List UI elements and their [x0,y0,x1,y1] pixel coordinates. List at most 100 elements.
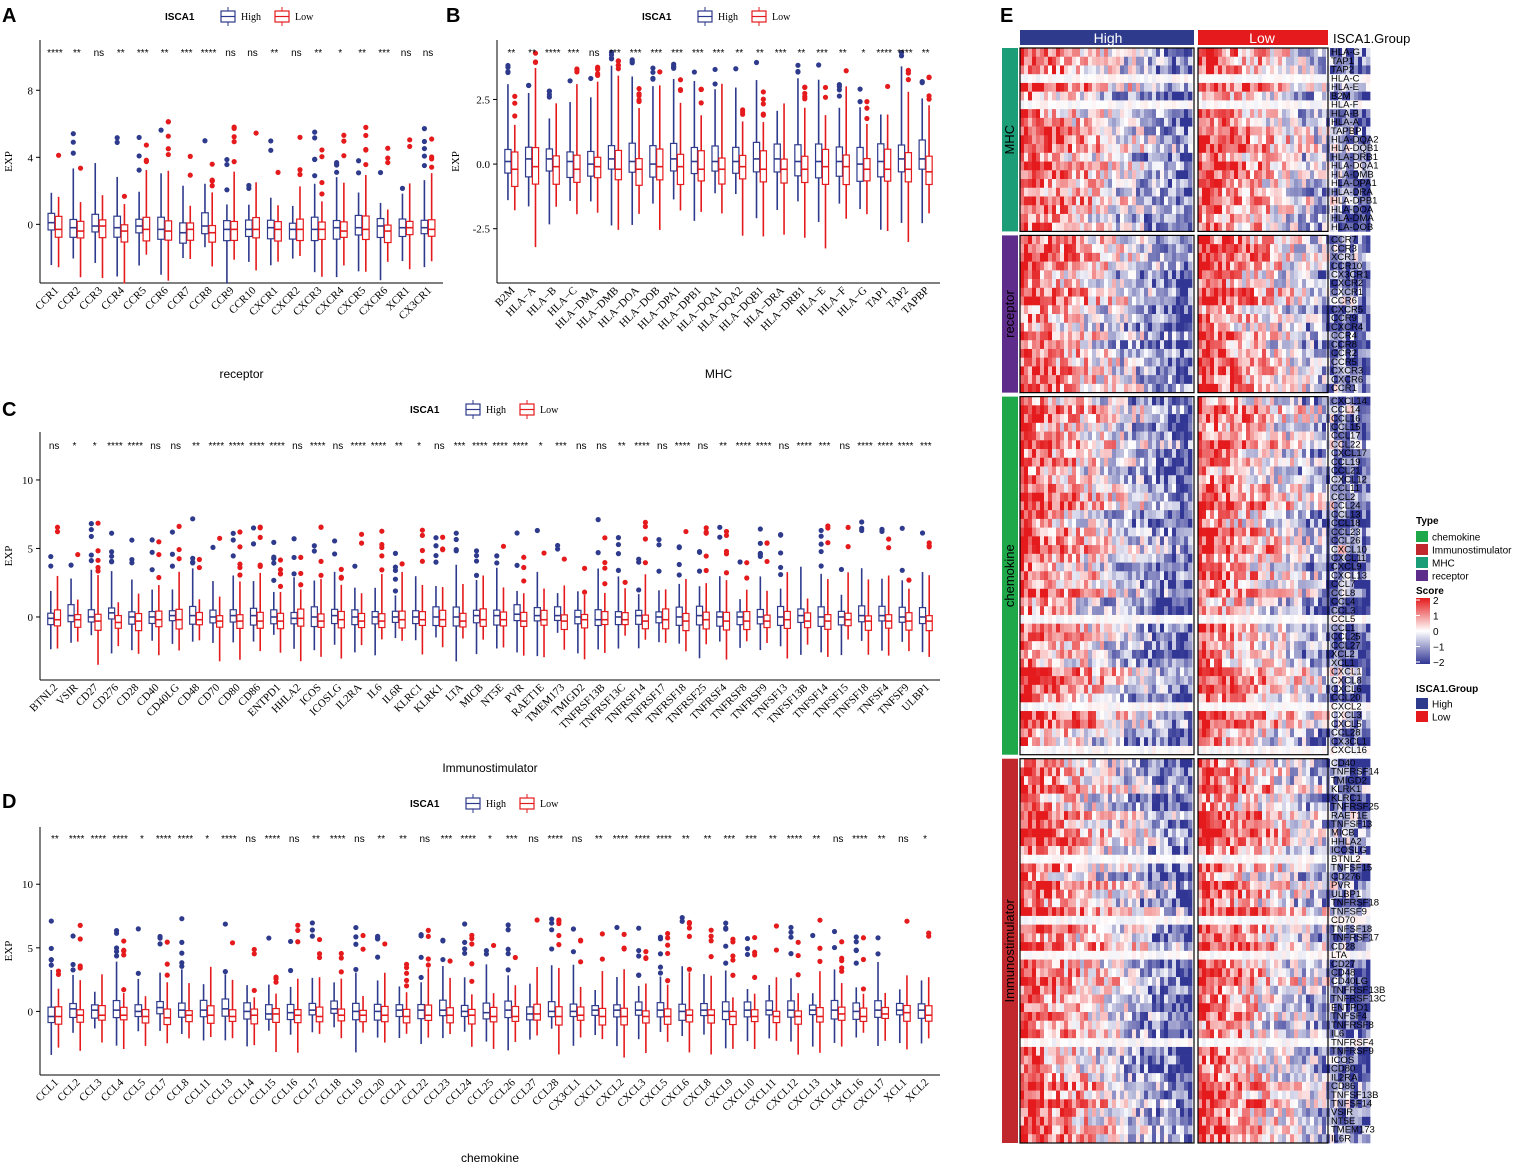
category-group: *CD27 [74,441,102,709]
box [54,1006,63,1025]
outlier-point [392,588,399,594]
category-group: ****TNFSF13B [766,441,813,726]
significance-label: ** [528,48,536,59]
category-group: ** CCL1 [33,834,63,1104]
outlier-point [143,157,149,163]
outlier-point [156,539,162,545]
outlier-point [752,934,758,941]
x-tick-label: CCR2 [55,285,83,313]
category-group: *CCL11 [182,834,215,1108]
significance-label: **** [107,441,123,452]
significance-label: ** [507,48,515,59]
outlier-point [567,78,573,84]
box [155,610,163,628]
box [531,146,540,185]
panel-letter: E [1000,5,1013,27]
box [252,216,260,239]
outlier-point [95,564,101,571]
outlier-point [898,49,905,56]
outlier-point [602,565,608,571]
outlier-point [469,961,475,967]
outlier-point [818,563,824,569]
outlier-point [836,93,842,99]
outlier-point [136,167,142,173]
outlier-point [338,950,344,957]
type-annotation-label: MHC [1002,125,1017,155]
outlier-point [121,987,127,993]
significance-label: ** [595,834,603,845]
x-tick-label: CCR7 [165,284,193,312]
outlier-point [549,927,555,933]
outlier-point [744,575,750,581]
outlier-point [360,946,366,952]
row-label: HLA-DOB [1331,222,1373,233]
outlier-point [311,548,317,554]
box [208,224,217,243]
significance-label: ns [292,441,303,452]
outlier-point [231,158,237,165]
significance-label: **** [756,441,772,452]
outlier-point [251,951,257,957]
x-tick-label: CCR6 [143,284,171,312]
outlier-point [55,968,62,974]
outlier-point [379,553,385,559]
outlier-point [657,934,664,940]
outlier-point [179,963,185,969]
outlier-point [291,536,297,542]
significance-label: **** [371,441,387,452]
x-tick-label: CCR8 [187,284,215,312]
outlier-point [899,567,905,573]
category-group: ****CD70 [195,441,224,709]
outlier-point [643,955,649,962]
category-group: ***HLA−C [546,48,581,319]
outlier-point [703,567,709,574]
outlier-point [905,68,911,74]
box [635,158,643,186]
outlier-point [556,932,562,939]
significance-label: **** [350,441,366,452]
outlier-point [224,156,230,163]
outlier-point [723,943,729,949]
outlier-point [341,132,347,138]
outlier-point [615,58,621,64]
outlier-point [113,953,120,959]
outlier-point [385,145,391,151]
outlier-point [355,170,362,176]
heatmap-cells [1020,758,1371,1144]
outlier-point [425,927,431,933]
y-tick-label: 4 [28,152,34,164]
outlier-point [773,947,780,953]
x-axis-label: MHC [705,367,733,381]
outlier-point [363,132,369,139]
category-group: ****IL2RA [334,441,366,712]
outlier-point [595,71,601,77]
significance-label: **** [269,441,285,452]
box [339,221,348,238]
box [94,613,102,631]
significance-label: ns [833,834,844,845]
legend-label: High [718,12,738,23]
outlier-point [121,193,128,199]
outlier-point [230,530,236,536]
category-group: **IL6R [380,441,406,707]
outlier-point [636,93,642,99]
significance-label: *** [651,48,663,59]
significance-label: ns [401,48,412,59]
box [185,1010,193,1023]
outlier-point [210,544,216,551]
outlier-point [860,956,867,963]
outlier-point [818,548,824,555]
box [250,1008,259,1025]
category-group: ns CCR3 [77,48,107,313]
y-axis-label: EXP [3,546,15,567]
outlier-point [615,541,622,548]
outlier-point [353,934,359,940]
outlier-point [899,525,905,531]
legend-item: High [465,400,506,419]
outlier-point [810,932,816,939]
outlier-point [698,100,704,106]
